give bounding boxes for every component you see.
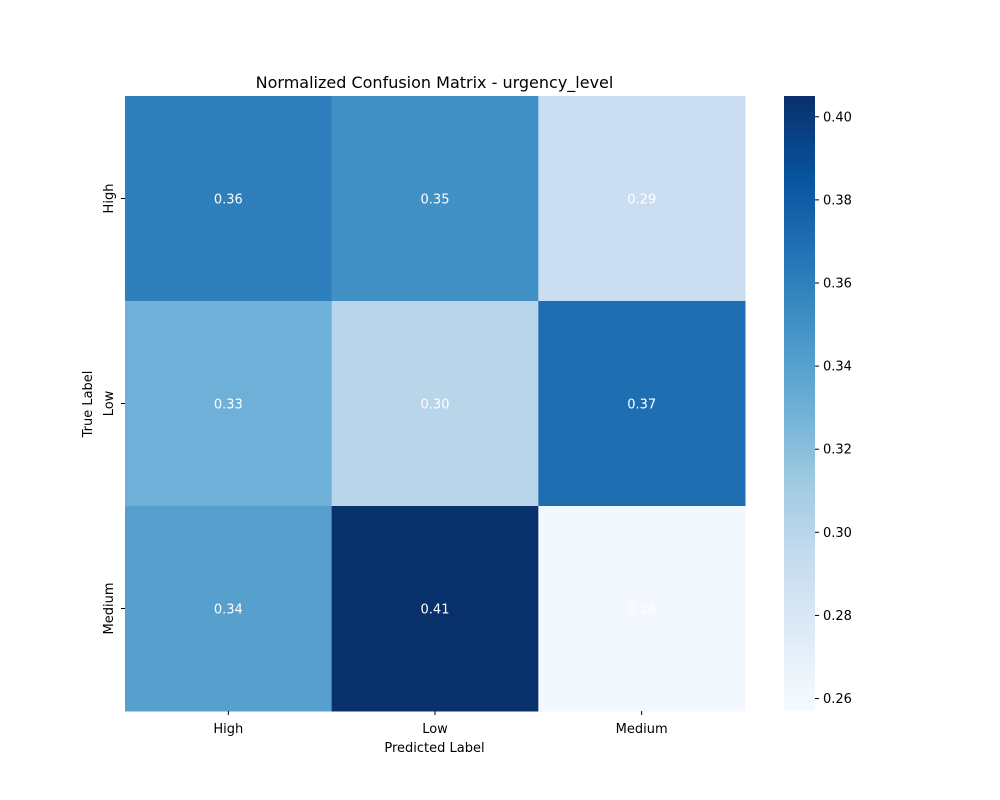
colorbar-tick-label: 0.28 xyxy=(823,609,852,624)
cell-value-label: 0.30 xyxy=(421,398,450,413)
heatmap-cell-labels: 0.36 0.35 0.29 0.33 0.30 0.37 0.34 0.41 0.26 xyxy=(214,193,656,618)
y-axis-label: True Label xyxy=(81,371,96,439)
colorbar-tick-label: 0.38 xyxy=(823,193,852,208)
chart-title: Normalized Confusion Matrix - urgency_le… xyxy=(256,73,614,93)
cell-value-label: 0.34 xyxy=(214,603,243,618)
colorbar-tick-label: 0.36 xyxy=(823,276,852,291)
heatmap-cell xyxy=(538,96,746,302)
heatmap-cell xyxy=(125,506,333,712)
cell-value-label: 0.26 xyxy=(627,603,656,618)
x-axis-label: Predicted Label xyxy=(384,741,484,756)
heatmap-cell xyxy=(125,96,333,302)
colorbar-tick-label: 0.34 xyxy=(823,360,852,375)
heatmap-cell xyxy=(125,301,333,507)
y-tick-label: Low xyxy=(102,390,117,416)
cell-value-label: 0.33 xyxy=(214,398,243,413)
cell-value-label: 0.35 xyxy=(421,193,450,208)
colorbar-tick-label: 0.26 xyxy=(823,692,852,707)
y-axis: High Low Medium xyxy=(102,184,125,635)
cell-value-label: 0.37 xyxy=(627,398,656,413)
y-tick-label: Medium xyxy=(102,583,117,635)
heatmap-cell xyxy=(331,506,539,712)
heatmap-cell xyxy=(331,301,539,507)
x-axis: High Low Medium xyxy=(213,711,668,737)
colorbar-tick-label: 0.30 xyxy=(823,526,852,541)
x-tick-label: Low xyxy=(422,722,448,737)
cell-value-label: 0.41 xyxy=(421,603,450,618)
colorbar xyxy=(784,96,815,711)
cell-value-label: 0.36 xyxy=(214,193,243,208)
x-tick-label: High xyxy=(213,722,243,737)
colorbar-tick-label: 0.40 xyxy=(823,110,852,125)
colorbar-ticks: 0.26 0.28 0.30 0.32 0.34 0.36 0.38 0.40 xyxy=(815,110,852,707)
colorbar-tick-label: 0.32 xyxy=(823,443,852,458)
heatmap-cell xyxy=(538,301,746,507)
cell-value-label: 0.29 xyxy=(627,193,656,208)
heatmap-cell xyxy=(538,506,746,712)
heatmap-cell xyxy=(331,96,539,302)
y-tick-label: High xyxy=(102,184,117,214)
x-tick-label: Medium xyxy=(616,722,668,737)
heatmap-cells xyxy=(125,96,746,712)
